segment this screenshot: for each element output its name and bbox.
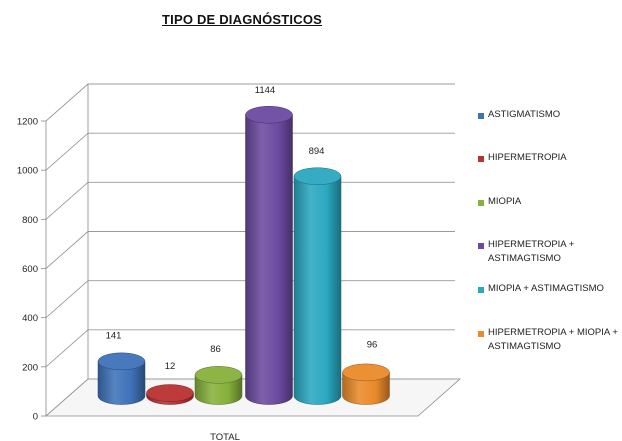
bar-body	[245, 114, 293, 405]
legend-label: ASTIGMATISMO	[488, 109, 561, 120]
legend-item: MIOPIA + ASTIMAGTISMO	[478, 282, 622, 296]
legend-swatch	[478, 156, 484, 162]
bar-top	[97, 352, 146, 371]
x-category-label: TOTAL	[210, 432, 240, 441]
data-label: 1144	[255, 85, 275, 96]
data-label: 894	[309, 146, 325, 157]
data-label: 12	[165, 361, 176, 372]
bar-1	[97, 352, 146, 405]
legend-item: HIPERMETROPIA + MIOPIA + ASTIMAGTISMO	[478, 326, 622, 354]
y-tick-label: 600	[22, 264, 38, 275]
bar-5	[293, 167, 342, 405]
legend-label: MIOPIA	[488, 196, 522, 207]
bar-top	[245, 106, 293, 124]
y-tick-label: 800	[22, 215, 38, 226]
data-label: 86	[210, 344, 221, 355]
y-tick-label: 200	[22, 362, 38, 373]
legend-item: HIPERMETROPIA + ASTIMAGTISMO	[478, 238, 622, 266]
y-tick-label: 400	[22, 313, 38, 324]
bar-body	[293, 175, 342, 405]
y-axis-ticks: 0 200 400 600 800 1000 1200	[17, 117, 46, 423]
legend-swatch	[478, 331, 484, 337]
bar-4	[245, 106, 293, 405]
legend-label: HIPERMETROPIA + MIOPIA + ASTIMAGTISMO	[488, 327, 618, 352]
bar-body	[97, 361, 146, 405]
bar-6	[342, 363, 390, 405]
legend-item: ASTIGMATISMO	[478, 108, 622, 122]
y-tick-label: 1000	[17, 166, 38, 177]
bar-top	[342, 363, 390, 382]
legend-swatch	[478, 200, 484, 206]
legend-item: HIPERMETROPIA	[478, 151, 622, 165]
bar-3	[194, 366, 243, 405]
bar-body	[342, 372, 390, 405]
legend-label: HIPERMETROPIA + ASTIMAGTISMO	[488, 239, 575, 264]
legend-label: HIPERMETROPIA	[488, 152, 567, 163]
legend-swatch	[478, 287, 484, 293]
chart-title: TIPO DE DIAGNÓSTICOS	[162, 12, 323, 27]
bar-top	[194, 366, 243, 384]
chart-bars	[97, 106, 390, 405]
data-label: 141	[106, 330, 122, 341]
y-tick-label: 1200	[17, 117, 38, 128]
legend-label: MIOPIA + ASTIMAGTISMO	[488, 283, 604, 294]
legend-swatch	[478, 243, 484, 249]
data-label: 96	[367, 339, 378, 350]
y-tick-label: 0	[33, 412, 38, 423]
legend-item: MIOPIA	[478, 195, 622, 209]
bar-2	[146, 384, 194, 405]
bar-top	[293, 167, 342, 185]
legend-swatch	[478, 113, 484, 119]
bar-top	[146, 384, 194, 402]
data-labels: 141 12 86 1144 894 96	[106, 85, 378, 372]
